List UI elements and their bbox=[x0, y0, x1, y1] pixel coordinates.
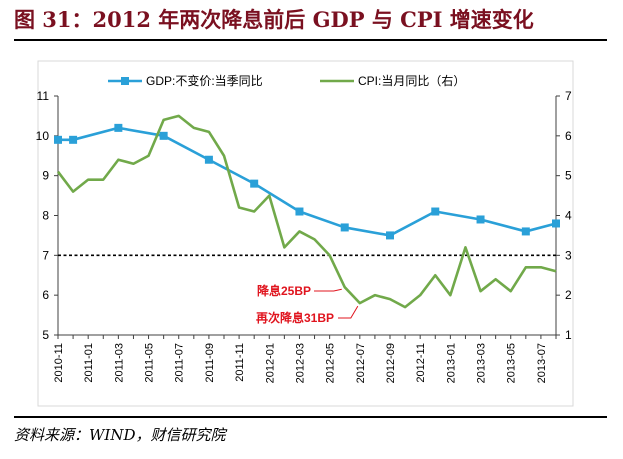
x-tick-label: 2012-05 bbox=[325, 343, 337, 383]
chart-frame bbox=[37, 60, 574, 407]
gdp-point bbox=[431, 207, 440, 216]
source-note: 资料来源：WIND，财信研究院 bbox=[14, 426, 226, 444]
annotation-rate-cut-25bp: 降息25BP bbox=[257, 283, 311, 298]
annotation-rate-cut-31bp: 再次降息31BP bbox=[256, 310, 334, 325]
y-tick-label-right: 4 bbox=[565, 209, 572, 223]
y-tick-label-right: 5 bbox=[565, 169, 572, 183]
x-tick-label: 2011-11 bbox=[234, 343, 246, 382]
gdp-point bbox=[340, 223, 349, 232]
x-tick-label: 2011-01 bbox=[83, 343, 95, 383]
y-tick-label-right: 1 bbox=[565, 328, 572, 342]
y-tick-label-right: 6 bbox=[565, 129, 572, 143]
x-tick-label: 2013-01 bbox=[445, 343, 457, 383]
gdp-point bbox=[204, 155, 213, 164]
gdp-point bbox=[476, 215, 485, 224]
legend-gdp-marker bbox=[121, 77, 129, 85]
gdp-point bbox=[250, 179, 259, 188]
y-tick-label-left: 11 bbox=[37, 89, 50, 103]
x-tick-label: 2012-01 bbox=[264, 343, 276, 383]
gdp-point bbox=[521, 227, 530, 236]
gdp-point bbox=[54, 135, 62, 144]
x-tick-label: 2012-07 bbox=[355, 343, 367, 383]
x-tick-label: 2011-05 bbox=[144, 343, 156, 383]
chart-legend: GDP:不变价:当季同比 CPI:当月同比（右） bbox=[108, 73, 465, 88]
y-tick-label-left: 7 bbox=[42, 248, 49, 262]
x-tick-label: 2012-11 bbox=[415, 343, 427, 383]
gdp-point bbox=[69, 135, 78, 144]
y-tick-label-left: 8 bbox=[42, 209, 49, 223]
gdp-point bbox=[295, 207, 304, 216]
cpi-series-line bbox=[56, 114, 557, 309]
source-rule bbox=[14, 416, 607, 418]
annotations-group: 降息25BP 再次降息31BP bbox=[256, 283, 359, 325]
y-tick-label-right: 3 bbox=[565, 248, 572, 262]
x-tick-label: 2010-11 bbox=[53, 343, 65, 383]
x-tick-label: 2011-09 bbox=[204, 343, 216, 383]
annotation-arrow-31bp bbox=[338, 305, 359, 319]
gdp-point bbox=[114, 123, 123, 132]
figure-title: 图 31：2012 年两次降息前后 GDP 与 CPI 增速变化 bbox=[14, 7, 534, 32]
x-tick-label: 2013-07 bbox=[536, 343, 548, 383]
y-tick-label-right: 2 bbox=[565, 288, 572, 302]
x-tick-label: 2012-03 bbox=[294, 343, 306, 383]
legend-cpi-label: CPI:当月同比（右） bbox=[358, 73, 465, 88]
x-tick-label: 2011-07 bbox=[174, 343, 186, 383]
gdp-point bbox=[159, 131, 168, 140]
y-tick-label-left: 10 bbox=[36, 129, 50, 143]
y-tick-label-left: 9 bbox=[42, 169, 49, 183]
y-tick-label-left: 5 bbox=[42, 328, 49, 342]
x-tick-label: 2013-03 bbox=[476, 343, 488, 383]
y-tick-label-left: 6 bbox=[42, 288, 49, 302]
gdp-point bbox=[552, 219, 560, 228]
x-tick-label: 2013-05 bbox=[506, 343, 518, 383]
title-rule bbox=[14, 39, 607, 41]
x-tick-label: 2012-09 bbox=[385, 343, 397, 383]
x-tick-label: 2011-03 bbox=[113, 343, 125, 383]
annotation-arrow-25bp bbox=[314, 288, 342, 292]
legend-gdp-label: GDP:不变价:当季同比 bbox=[146, 73, 263, 88]
y-tick-label-right: 7 bbox=[565, 89, 572, 103]
series-group bbox=[54, 114, 560, 309]
gdp-point bbox=[386, 231, 394, 240]
